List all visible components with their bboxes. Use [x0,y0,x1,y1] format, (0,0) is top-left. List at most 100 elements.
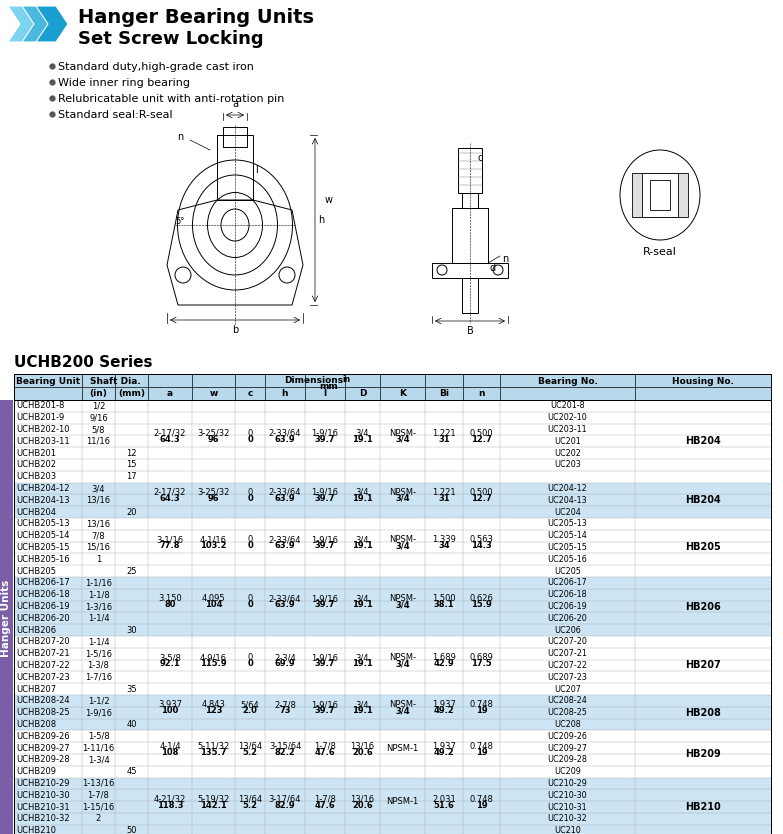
Text: UCHB203-11: UCHB203-11 [16,437,70,446]
Bar [14,777,771,834]
Text: Wide inner ring bearing: Wide inner ring bearing [58,78,190,88]
Text: 39.7: 39.7 [315,706,335,716]
Text: in: in [342,375,350,384]
Text: 1-7/16: 1-7/16 [85,673,112,682]
Text: 4-9/16: 4-9/16 [200,653,227,662]
Text: 1-3/16: 1-3/16 [85,602,112,611]
Text: 1.221: 1.221 [432,429,456,438]
Text: 82.2: 82.2 [275,747,295,756]
Text: NPSM-: NPSM- [389,488,416,497]
Text: 34: 34 [438,541,449,550]
Text: 15: 15 [126,460,137,470]
Bar [14,483,771,518]
Text: UCHB209-28: UCHB209-28 [16,756,70,765]
Text: 1-9/16: 1-9/16 [312,488,338,497]
Text: 20: 20 [126,508,137,516]
Text: 50: 50 [126,826,137,834]
Text: 1-3/4: 1-3/4 [88,756,110,765]
Text: 1-9/16: 1-9/16 [312,429,338,438]
Text: UCHB201-8: UCHB201-8 [16,401,64,410]
Text: 135.7: 135.7 [200,747,227,756]
Text: 63.9: 63.9 [275,494,295,503]
Polygon shape [22,6,54,42]
Text: mm: mm [319,382,338,391]
Text: 19: 19 [476,801,487,810]
Text: 77.8: 77.8 [160,541,180,550]
Text: 3/4: 3/4 [355,429,370,438]
Text: n: n [502,254,508,264]
Text: UC203: UC203 [554,460,581,470]
Text: 69.9: 69.9 [275,659,295,668]
Text: UC209: UC209 [554,767,581,776]
Text: 35: 35 [126,685,137,694]
Text: 11/16: 11/16 [86,437,110,446]
Text: c: c [247,389,253,398]
Bar [462,193,478,208]
Bar [14,695,771,731]
Bar [462,278,478,313]
Text: HB209: HB209 [685,749,721,759]
Text: 1-11/16: 1-11/16 [82,744,114,752]
Text: 64.3: 64.3 [160,435,180,444]
Text: 1-15/16: 1-15/16 [82,802,114,811]
Text: 20.6: 20.6 [352,801,373,810]
Text: c: c [478,153,483,163]
Text: UC202: UC202 [554,449,581,458]
Bar [632,173,688,217]
Text: 1.937: 1.937 [432,701,456,709]
Text: UC207-21: UC207-21 [547,649,587,658]
Text: 1.221: 1.221 [432,488,456,497]
Text: 4-1/16: 4-1/16 [200,535,227,544]
Text: UCHB204-13: UCHB204-13 [16,495,70,505]
Circle shape [437,265,447,275]
Text: 0: 0 [247,494,253,503]
Text: 1-1/16: 1-1/16 [85,579,112,587]
Text: UC201: UC201 [554,437,581,446]
Text: 3-25/32: 3-25/32 [197,429,229,438]
Text: UCHB210-31: UCHB210-31 [16,802,70,811]
Text: UC210-31: UC210-31 [547,802,587,811]
Text: 2: 2 [96,814,101,823]
Text: UC206-19: UC206-19 [547,602,587,611]
Text: h: h [318,215,324,225]
Text: 39.7: 39.7 [315,659,335,668]
Text: UC201-8: UC201-8 [550,401,585,410]
Text: 1-9/16: 1-9/16 [312,701,338,709]
Text: 2-7/8: 2-7/8 [274,701,296,709]
Text: UC209-27: UC209-27 [547,744,587,752]
Text: Standard duty,high-grade cast iron: Standard duty,high-grade cast iron [58,62,254,72]
Text: 2-17/32: 2-17/32 [153,488,186,497]
Bar [14,636,771,695]
Text: 31: 31 [438,435,449,444]
Text: 17: 17 [126,472,137,481]
Text: 2-33/64: 2-33/64 [269,429,301,438]
Text: h: h [282,389,288,398]
Text: UC209-28: UC209-28 [547,756,587,765]
Text: UCHB209-26: UCHB209-26 [16,731,70,741]
Text: 1-5/16: 1-5/16 [85,649,112,658]
Text: 1-9/16: 1-9/16 [312,535,338,544]
Text: NPSM-: NPSM- [389,653,416,662]
Text: UCHB206: UCHB206 [16,626,56,635]
Text: UCHB205-15: UCHB205-15 [16,543,70,552]
Text: 2.031: 2.031 [432,795,456,804]
Bar [14,400,771,834]
Text: HB205: HB205 [685,542,721,552]
Text: HB208: HB208 [685,708,721,718]
Text: 25: 25 [126,566,137,575]
Text: 63.9: 63.9 [275,600,295,609]
Text: 45: 45 [126,767,137,776]
Text: 1.689: 1.689 [432,653,456,662]
Text: 1-1/4: 1-1/4 [88,637,110,646]
Text: a: a [232,99,238,109]
Polygon shape [36,6,68,42]
Text: 1.339: 1.339 [432,535,456,544]
Text: 0: 0 [247,535,253,544]
Text: 3-15/64: 3-15/64 [269,741,301,751]
Text: UCHB205: UCHB205 [16,566,56,575]
Text: UCHB205-14: UCHB205-14 [16,531,70,540]
Circle shape [279,267,295,283]
Text: UCHB203: UCHB203 [16,472,56,481]
Text: 19: 19 [476,706,487,716]
Text: 5°: 5° [175,217,184,226]
